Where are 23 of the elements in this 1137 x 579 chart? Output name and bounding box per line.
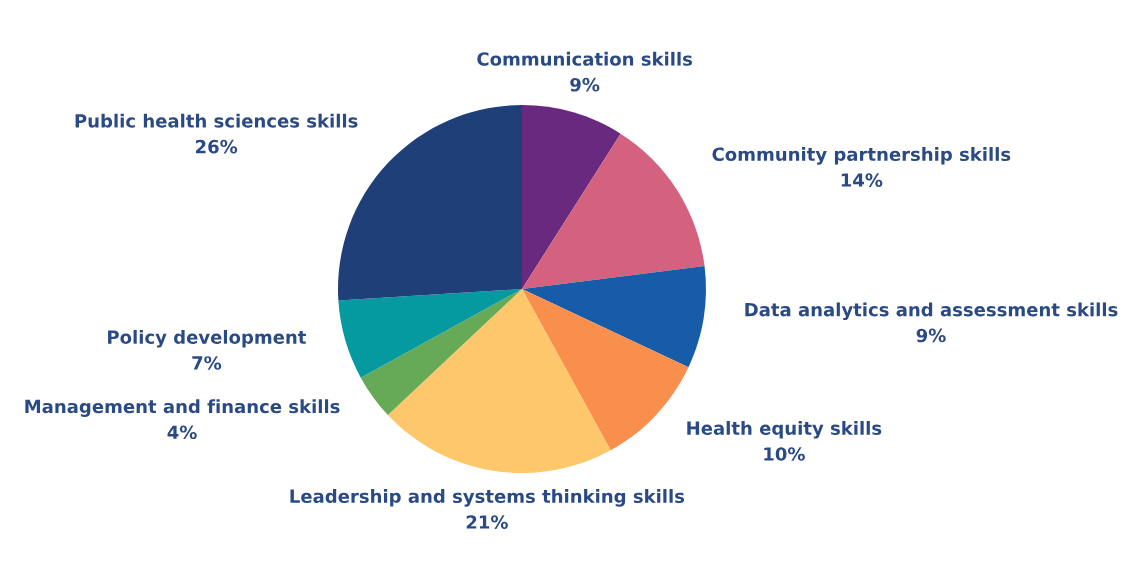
pie-slice <box>522 265 706 368</box>
data-label: 14% <box>841 173 883 187</box>
pie-slice <box>338 289 522 378</box>
slice-label: Communication skills <box>477 51 693 66</box>
data-label: 9% <box>916 328 946 343</box>
pie-slice <box>387 289 611 473</box>
slice-label: Community partnership skills <box>712 147 1011 165</box>
slice-label: Leadership and systems thinking skills <box>290 489 685 507</box>
data-label: 10% <box>764 447 805 461</box>
slice-label: Management and finance skills <box>25 399 340 417</box>
slice-label: Policy development <box>108 329 307 348</box>
slice-label: Data analytics and assessment skills <box>745 302 1118 321</box>
data-label: 26% <box>195 139 238 154</box>
pie-slice <box>522 133 705 289</box>
data-label: 4% <box>167 425 197 440</box>
data-label: 9% <box>570 77 600 92</box>
pie-slice <box>522 105 621 289</box>
pie-slice <box>522 289 689 451</box>
pie-slice <box>360 289 522 415</box>
slice-label: Public health sciences skills <box>75 113 358 128</box>
slice-label: Health equity skills <box>687 421 882 439</box>
data-label: 7% <box>192 356 222 370</box>
data-label: 21% <box>466 515 508 529</box>
